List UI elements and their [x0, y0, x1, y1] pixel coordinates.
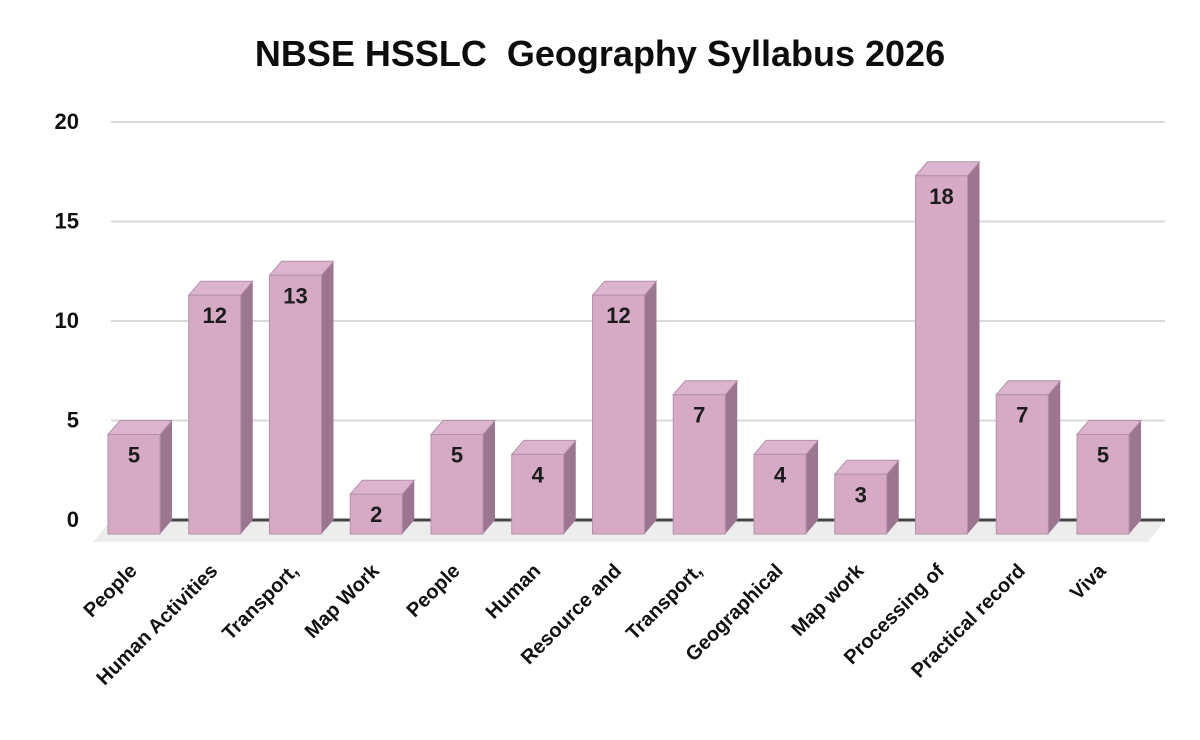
- x-axis-label: Transport,: [622, 560, 707, 645]
- bar-side-face: [725, 380, 738, 534]
- bar-side-face: [1129, 420, 1141, 534]
- bar-front-face: [915, 175, 968, 535]
- bar-side-face: [806, 440, 818, 534]
- bar-group-0: 5: [106, 420, 174, 535]
- bar-top-face: [429, 420, 497, 435]
- y-axis-tick-label: 10: [55, 308, 79, 333]
- bar-value-label: 4: [532, 462, 545, 487]
- bar-group-5: 4: [510, 439, 577, 535]
- bar-value-label: 7: [1016, 403, 1028, 428]
- bar-value-label: 12: [203, 303, 227, 328]
- bar-side-face: [402, 480, 415, 534]
- bar-group-7: 7: [672, 380, 739, 535]
- bar-front-face: [834, 473, 888, 535]
- bar-front-face: [672, 394, 726, 535]
- bar-value-label: 2: [370, 502, 382, 527]
- bar-value-label: 18: [929, 184, 953, 209]
- bar-top-face: [268, 260, 335, 276]
- bar-side-face: [1048, 380, 1061, 534]
- bar-group-11: 7: [995, 380, 1062, 535]
- bar-side-face: [160, 420, 172, 534]
- bar-side-face: [483, 420, 495, 534]
- bar-group-6: 12: [591, 280, 658, 535]
- bar-front-face: [995, 394, 1049, 535]
- bar-front-face: [1076, 434, 1130, 535]
- bar-front-face: [753, 453, 807, 535]
- bar-side-face: [321, 261, 334, 534]
- bar-value-label: 7: [693, 403, 705, 428]
- bar-group-2: 13: [268, 260, 335, 535]
- bar-group-12: 5: [1075, 420, 1143, 535]
- bar-top-face: [752, 439, 820, 455]
- x-axis-label: People: [403, 560, 465, 622]
- bar-side-face: [644, 281, 657, 534]
- bar-front-face: [269, 274, 322, 535]
- bar-group-10: 18: [914, 161, 981, 535]
- bar-top-face: [914, 161, 981, 177]
- bar-group-3: 2: [349, 479, 416, 535]
- bar-side-face: [240, 281, 253, 534]
- bar-top-face: [995, 380, 1062, 396]
- bar-top-face: [1075, 420, 1143, 435]
- bar-front-face: [188, 294, 242, 535]
- bar-value-label: 5: [451, 443, 463, 468]
- x-axis-label: Human: [482, 560, 545, 623]
- bar-front-face: [430, 434, 484, 535]
- bar-value-label: 4: [774, 462, 787, 487]
- bar-top-face: [187, 280, 254, 296]
- bar-top-face: [591, 280, 658, 296]
- x-axis-label: People: [80, 560, 142, 622]
- bar-top-face: [510, 439, 577, 455]
- bar-value-label: 12: [606, 303, 630, 328]
- bar-front-face: [349, 493, 403, 535]
- bar-front-face: [107, 434, 161, 535]
- bar-value-label: 5: [128, 443, 140, 468]
- bar-value-label: 3: [855, 482, 867, 507]
- bar-group-9: 3: [833, 459, 900, 535]
- x-axis-label: Transport,: [218, 560, 303, 645]
- chart-title: NBSE HSSLC Geography Syllabus 2026: [254, 33, 946, 74]
- y-axis-tick-label: 5: [67, 408, 79, 433]
- bar-value-label: 5: [1097, 443, 1109, 468]
- bar-front-face: [511, 453, 565, 535]
- bar-top-face: [349, 479, 416, 495]
- bar-side-face: [563, 440, 576, 534]
- bar-top-face: [106, 420, 174, 435]
- y-axis-tick-label: 0: [67, 507, 79, 532]
- x-axis-label: Map Work: [301, 559, 384, 642]
- bar-group-4: 5: [429, 420, 497, 535]
- x-axis-label: Map work: [787, 559, 868, 640]
- bar-value-label: 13: [283, 283, 307, 308]
- bar-side-face: [886, 460, 899, 534]
- y-axis-tick-label: 15: [55, 209, 79, 234]
- bar-group-8: 4: [752, 439, 820, 535]
- bar-top-face: [833, 459, 900, 475]
- x-axis-label: Viva: [1066, 559, 1111, 604]
- bar-group-1: 12: [187, 280, 254, 535]
- bar-front-face: [592, 294, 645, 535]
- bar-side-face: [967, 161, 980, 535]
- bar-top-face: [672, 380, 739, 396]
- y-axis-tick-label: 20: [55, 109, 79, 134]
